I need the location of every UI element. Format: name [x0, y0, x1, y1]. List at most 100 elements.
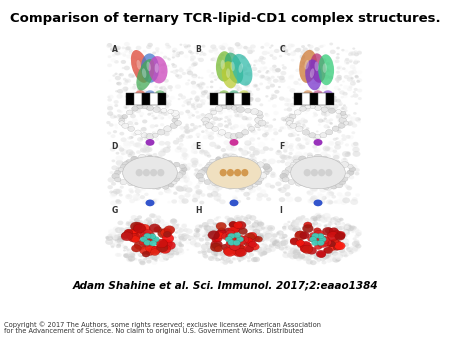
- Circle shape: [281, 117, 286, 121]
- Circle shape: [147, 221, 154, 226]
- Circle shape: [266, 122, 269, 124]
- Circle shape: [217, 123, 223, 127]
- Circle shape: [149, 237, 157, 242]
- Circle shape: [347, 87, 352, 91]
- Circle shape: [300, 244, 308, 250]
- Circle shape: [153, 89, 158, 92]
- Circle shape: [261, 46, 264, 49]
- Circle shape: [154, 124, 158, 127]
- Circle shape: [123, 253, 130, 258]
- Circle shape: [337, 171, 342, 175]
- Circle shape: [289, 114, 296, 119]
- Circle shape: [298, 216, 304, 221]
- Circle shape: [163, 222, 169, 226]
- Circle shape: [254, 246, 262, 252]
- Circle shape: [152, 237, 159, 242]
- Circle shape: [290, 240, 296, 244]
- Circle shape: [226, 182, 234, 187]
- Ellipse shape: [305, 59, 322, 90]
- Circle shape: [150, 61, 153, 63]
- Circle shape: [264, 237, 267, 240]
- Circle shape: [178, 195, 185, 199]
- Circle shape: [137, 95, 141, 98]
- Circle shape: [174, 237, 177, 239]
- Circle shape: [288, 113, 293, 117]
- Circle shape: [128, 181, 134, 186]
- Circle shape: [212, 168, 219, 173]
- Circle shape: [338, 245, 344, 249]
- Circle shape: [130, 114, 136, 118]
- Circle shape: [325, 119, 331, 123]
- Circle shape: [336, 116, 340, 119]
- Circle shape: [132, 166, 140, 172]
- Circle shape: [346, 151, 351, 154]
- Circle shape: [275, 68, 281, 72]
- Circle shape: [206, 86, 209, 88]
- Circle shape: [145, 255, 152, 259]
- Circle shape: [330, 239, 339, 245]
- Circle shape: [149, 81, 154, 84]
- Circle shape: [209, 131, 214, 135]
- Circle shape: [331, 195, 336, 198]
- Text: Adam Shahine et al. Sci. Immunol. 2017;2:eaao1384: Adam Shahine et al. Sci. Immunol. 2017;2…: [72, 281, 378, 291]
- Circle shape: [328, 221, 334, 225]
- Circle shape: [276, 244, 280, 247]
- Circle shape: [331, 220, 335, 223]
- Circle shape: [125, 79, 129, 83]
- Circle shape: [154, 198, 159, 202]
- Circle shape: [226, 95, 231, 99]
- Circle shape: [154, 226, 162, 233]
- Circle shape: [122, 54, 126, 57]
- Circle shape: [147, 155, 153, 159]
- Circle shape: [172, 50, 176, 53]
- Circle shape: [350, 164, 358, 170]
- Circle shape: [332, 59, 338, 64]
- Circle shape: [180, 187, 187, 191]
- Circle shape: [304, 131, 309, 135]
- Circle shape: [249, 154, 255, 158]
- Circle shape: [224, 140, 230, 145]
- Circle shape: [251, 156, 257, 161]
- Circle shape: [202, 52, 205, 54]
- Circle shape: [257, 113, 260, 115]
- Circle shape: [312, 158, 318, 163]
- Circle shape: [115, 178, 122, 183]
- Circle shape: [136, 189, 142, 193]
- Ellipse shape: [143, 169, 150, 176]
- Circle shape: [334, 221, 341, 225]
- Circle shape: [353, 61, 358, 65]
- Circle shape: [256, 235, 264, 240]
- Circle shape: [226, 132, 230, 136]
- Circle shape: [161, 228, 172, 237]
- Circle shape: [207, 185, 215, 190]
- Circle shape: [335, 182, 343, 188]
- Circle shape: [320, 217, 328, 223]
- Ellipse shape: [234, 169, 241, 176]
- Circle shape: [282, 252, 290, 258]
- Circle shape: [112, 54, 116, 57]
- Circle shape: [142, 104, 148, 109]
- Circle shape: [227, 178, 231, 182]
- Circle shape: [300, 54, 306, 58]
- Circle shape: [346, 62, 349, 65]
- Circle shape: [333, 149, 337, 153]
- Circle shape: [335, 59, 340, 63]
- Circle shape: [218, 228, 225, 233]
- Circle shape: [324, 186, 332, 191]
- Circle shape: [284, 98, 289, 102]
- Circle shape: [176, 186, 184, 192]
- Circle shape: [181, 169, 184, 172]
- Circle shape: [264, 160, 270, 165]
- Circle shape: [162, 256, 166, 259]
- Circle shape: [232, 157, 239, 161]
- Circle shape: [300, 254, 305, 259]
- Circle shape: [252, 226, 255, 228]
- Circle shape: [300, 245, 309, 252]
- Circle shape: [221, 133, 224, 135]
- Circle shape: [180, 156, 184, 159]
- Circle shape: [239, 162, 244, 166]
- Circle shape: [199, 81, 204, 85]
- Circle shape: [175, 172, 183, 178]
- Circle shape: [194, 46, 198, 49]
- Circle shape: [287, 253, 293, 258]
